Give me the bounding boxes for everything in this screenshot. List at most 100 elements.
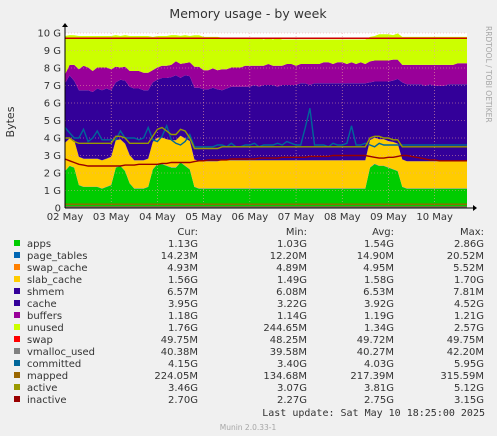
area-buffers — [65, 59, 467, 92]
legend-avg-inactive: 2.75G — [364, 395, 394, 406]
x-tick-label: 04 May — [139, 212, 176, 223]
legend-max-swap: 49.75M — [447, 335, 484, 346]
y-tick-label: 8 G — [44, 64, 61, 75]
legend-swatch-unused — [14, 324, 20, 330]
grid-lines — [64, 32, 467, 209]
y-tick-label: 2 G — [44, 169, 61, 180]
y-tick-label: 4 G — [44, 134, 61, 145]
legend-swatch-active — [14, 384, 20, 390]
legend-avg-vmalloc_used: 40.27M — [357, 347, 394, 358]
legend-name-buffers: buffers — [27, 311, 62, 322]
legend-min-unused: 244.65M — [263, 323, 307, 334]
x-axis-arrow — [473, 205, 477, 211]
legend-cur-cache: 3.95G — [168, 299, 198, 310]
x-tick-labels: 02 May 03 May 04 May 05 May 06 May 07 May 08 M… — [47, 212, 453, 223]
legend-max-swap_cache: 5.52M — [453, 263, 484, 274]
legend-name-page_tables: page_tables — [27, 251, 88, 262]
x-tick-label: 07 May — [278, 212, 315, 223]
y-tick-label: 10 G — [37, 29, 61, 40]
legend-name-cache: cache — [27, 299, 57, 310]
x-tick-label: 03 May — [93, 212, 130, 223]
y-tick-label: 3 G — [44, 151, 61, 162]
y-tick-labels: 0 1 G 2 G 3 G 4 G 5 G 6 G 7 G 8 G 9 G 10 G — [37, 29, 61, 215]
legend-cur-vmalloc_used: 40.38M — [161, 347, 198, 358]
munin-version-footer: Munin 2.0.33-1 — [220, 423, 277, 432]
legend-min-cache: 3.22G — [277, 299, 307, 310]
legend-max-mapped: 315.59M — [440, 371, 484, 382]
legend-header-min: Min: — [286, 227, 307, 238]
legend-avg-apps: 1.54G — [364, 239, 394, 250]
area-slab_cache — [65, 135, 467, 189]
stacked-areas — [65, 33, 467, 208]
legend-min-active: 3.07G — [277, 383, 307, 394]
x-tick-label: 09 May — [370, 212, 407, 223]
x-tick-label: 08 May — [324, 212, 361, 223]
legend-avg-swap: 49.72M — [357, 335, 394, 346]
legend-max-committed: 5.95G — [454, 359, 484, 370]
legend-avg-swap_cache: 4.95M — [363, 263, 394, 274]
y-axis-arrow — [62, 23, 68, 27]
area-unused — [65, 33, 467, 75]
legend-name-mapped: mapped — [27, 371, 68, 382]
y-tick-label: 0 — [55, 204, 61, 215]
legend-name-swap_cache: swap_cache — [27, 263, 87, 274]
legend-min-committed: 3.40G — [277, 359, 307, 370]
legend-name-inactive: inactive — [27, 395, 67, 406]
chart-title: Memory usage - by week — [169, 6, 327, 21]
legend-header-avg: Avg: — [372, 227, 394, 238]
legend-cur-swap_cache: 4.93M — [167, 263, 198, 274]
legend-avg-cache: 3.92G — [364, 299, 394, 310]
legend-max-shmem: 7.81M — [453, 287, 484, 298]
legend-avg-committed: 4.03G — [364, 359, 394, 370]
legend-max-vmalloc_used: 42.20M — [447, 347, 484, 358]
legend-cur-inactive: 2.70G — [168, 395, 198, 406]
y-tick-label: 7 G — [44, 81, 61, 92]
y-tick-label: 6 G — [44, 99, 61, 110]
legend-cur-mapped: 224.05M — [154, 371, 198, 382]
legend-min-inactive: 2.27G — [277, 395, 307, 406]
legend-name-vmalloc_used: vmalloc_used — [27, 347, 95, 358]
legend-name-active: active — [27, 383, 57, 394]
legend-cur-active: 3.46G — [168, 383, 198, 394]
legend-avg-shmem: 6.53M — [363, 287, 394, 298]
legend-avg-slab_cache: 1.58G — [364, 275, 394, 286]
legend-swatch-page_tables — [14, 252, 20, 258]
y-tick-label: 1 G — [44, 186, 61, 197]
legend-swatch-mapped — [14, 372, 20, 378]
legend-max-page_tables: 20.52M — [447, 251, 484, 262]
legend-swatch-swap_cache — [14, 264, 20, 270]
legend: Cur: Min: Avg: Max: apps 1.13G 1.03G 1.54G 2.86G… — [14, 227, 484, 406]
legend-name-committed: committed — [27, 359, 81, 370]
legend-max-apps: 2.86G — [454, 239, 484, 250]
legend-header-cur: Cur: — [177, 227, 198, 238]
legend-min-mapped: 134.68M — [263, 371, 307, 382]
legend-cur-apps: 1.13G — [168, 239, 198, 250]
legend-min-swap_cache: 4.89M — [276, 263, 307, 274]
legend-min-vmalloc_used: 39.58M — [270, 347, 307, 358]
legend-header-max: Max: — [460, 227, 484, 238]
line-inactive — [64, 154, 467, 167]
legend-min-swap: 48.25M — [270, 335, 307, 346]
legend-cur-slab_cache: 1.56G — [168, 275, 198, 286]
legend-name-shmem: shmem — [27, 287, 64, 298]
legend-name-unused: unused — [27, 323, 64, 334]
y-axis-label: Bytes — [4, 106, 17, 137]
legend-avg-mapped: 217.39M — [350, 371, 394, 382]
area-apps — [65, 162, 467, 208]
area-cache — [65, 75, 467, 162]
legend-swatch-buffers — [14, 312, 20, 318]
legend-swatch-inactive — [14, 396, 20, 402]
x-tick-label: 06 May — [232, 212, 269, 223]
legend-swatch-vmalloc_used — [14, 348, 20, 354]
x-tick-label: 05 May — [185, 212, 222, 223]
legend-avg-page_tables: 14.90M — [357, 251, 394, 262]
legend-max-unused: 2.57G — [454, 323, 484, 334]
legend-swatch-slab_cache — [14, 276, 20, 282]
legend-max-buffers: 1.21G — [454, 311, 484, 322]
legend-swatch-shmem — [14, 288, 20, 294]
legend-min-buffers: 1.14G — [277, 311, 307, 322]
legend-cur-buffers: 1.18G — [168, 311, 198, 322]
y-tick-label: 5 G — [44, 116, 61, 127]
x-tick-label: 10 May — [416, 212, 453, 223]
legend-cur-unused: 1.76G — [168, 323, 198, 334]
